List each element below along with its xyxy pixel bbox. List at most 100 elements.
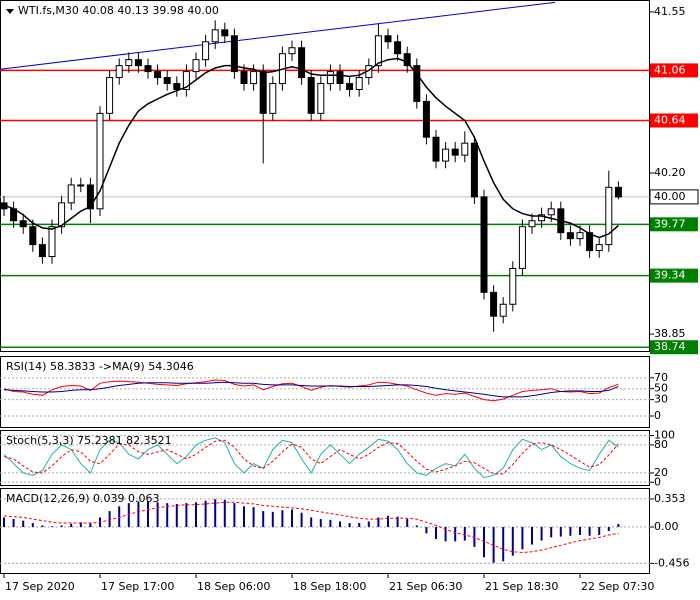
y-tick-label: 80 <box>654 438 668 451</box>
level-label-box <box>650 340 698 355</box>
level-label: 39.77 <box>654 217 686 230</box>
indicator-line <box>3 439 619 475</box>
x-tick-label: 18 Sep 18:00 <box>293 580 366 593</box>
trendline <box>0 1 556 70</box>
candle-body <box>576 232 584 240</box>
candle-body <box>288 47 296 55</box>
candle-body <box>298 47 306 79</box>
level-label: 41.06 <box>654 63 686 76</box>
level-label-box <box>650 113 698 128</box>
panel-title: WTI.fs,M30 40.08 40.13 39.98 40.00 <box>18 4 219 17</box>
current-price-label: 40.00 <box>654 190 686 203</box>
candle-body <box>432 136 440 162</box>
level-label-box <box>650 217 698 232</box>
candle-body <box>211 29 219 43</box>
level-label: 38.74 <box>654 340 686 353</box>
y-tick-label: 0.353 <box>654 492 686 505</box>
candle-body <box>413 65 421 102</box>
candle-body <box>355 77 363 90</box>
candle-body <box>422 100 430 138</box>
y-tick-label: 0 <box>654 409 661 422</box>
candle-body <box>461 142 469 156</box>
y-tick-label: 30 <box>654 393 668 406</box>
candle-body <box>240 71 248 85</box>
candle-body <box>384 35 392 43</box>
candle-body <box>614 186 622 198</box>
candle-body <box>48 226 56 258</box>
candle-body <box>134 59 142 67</box>
candle-body <box>518 226 526 269</box>
candle-body <box>192 59 200 73</box>
moving-average <box>3 57 619 239</box>
candle-body <box>509 267 517 305</box>
candle-body <box>499 303 507 317</box>
candle-body <box>144 65 152 73</box>
y-tick-label: 70 <box>654 371 668 384</box>
panel-border <box>0 356 650 428</box>
current-price-box <box>649 189 699 205</box>
candle-body <box>403 53 411 67</box>
candle-body <box>77 184 85 187</box>
candle-body <box>163 77 171 85</box>
signal-line <box>3 501 619 554</box>
indicator-line <box>3 381 619 398</box>
candle-body <box>326 71 334 85</box>
level-label: 40.64 <box>654 114 686 127</box>
candle-body <box>86 184 94 210</box>
candle-body <box>394 41 402 55</box>
candle-body <box>269 83 277 114</box>
panel-title: Stoch(5,3,3) 75.2381 82.3521 <box>6 434 172 447</box>
y-tick-label: 0.00 <box>654 520 679 533</box>
candle-body <box>96 112 104 210</box>
x-tick-label: 22 Sep 07:30 <box>581 580 654 593</box>
candle-body <box>67 184 75 204</box>
candle-body <box>317 83 325 114</box>
y-tick-label: -0.456 <box>654 556 689 569</box>
candle-body <box>374 35 382 67</box>
panel-border <box>0 488 650 574</box>
candle-body <box>154 71 162 79</box>
candle-body <box>29 226 37 246</box>
x-tick-label: 17 Sep 17:00 <box>101 580 174 593</box>
candle-body <box>480 196 488 293</box>
candle-body <box>202 41 210 61</box>
candle-body <box>346 83 354 90</box>
y-tick-label: 100 <box>654 429 675 442</box>
candle-body <box>586 232 594 252</box>
candle-body <box>307 77 315 114</box>
candle-body <box>221 29 229 37</box>
candle-body <box>442 148 450 162</box>
y-tick-label: 0 <box>654 475 661 488</box>
level-label-box <box>650 63 698 78</box>
candle-body <box>250 71 258 85</box>
y-tick-label: 20 <box>654 466 668 479</box>
candle-body <box>58 202 66 228</box>
candle-body <box>470 142 478 198</box>
indicator-line <box>3 437 619 479</box>
candle-body <box>595 244 603 252</box>
candle-body <box>605 186 613 246</box>
y-tick-label: 38.85 <box>654 327 686 340</box>
candle-body <box>173 83 181 90</box>
candle-body <box>528 220 536 228</box>
candle-body <box>490 291 498 317</box>
candle-body <box>230 35 238 73</box>
level-label: 39.34 <box>654 269 686 282</box>
candle-body <box>451 148 459 156</box>
y-tick-label: 41.55 <box>654 5 686 18</box>
panel-title: MACD(12,26,9) 0.039 0.063 <box>6 492 160 505</box>
candle-body <box>19 220 27 228</box>
candle-body <box>106 77 114 114</box>
x-tick-label: 17 Sep 2020 <box>5 580 75 593</box>
indicator-line <box>3 379 619 402</box>
panel-border <box>0 0 650 352</box>
candle-body <box>566 232 574 240</box>
x-tick-label: 21 Sep 18:30 <box>485 580 558 593</box>
candle-body <box>182 71 190 90</box>
x-tick-label: 21 Sep 06:30 <box>389 580 462 593</box>
panel-border <box>0 430 650 486</box>
x-tick-label: 18 Sep 06:00 <box>197 580 270 593</box>
candle-body <box>38 244 46 258</box>
